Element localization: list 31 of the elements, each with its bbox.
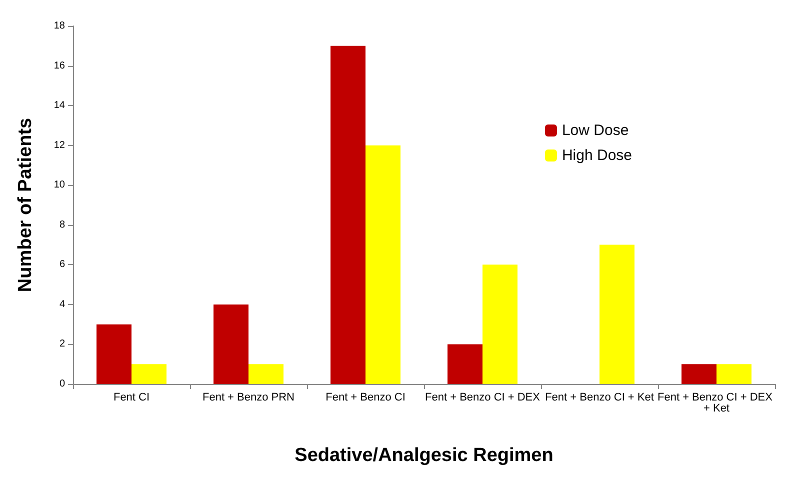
y-tick-label: 2	[59, 338, 66, 350]
bar	[248, 364, 284, 384]
y-axis-title: Number of Patients	[15, 118, 36, 292]
y-tick-label: 0	[59, 378, 66, 390]
y-tick-label: 8	[59, 219, 66, 230]
bar	[482, 264, 518, 384]
y-tick-label: 14	[54, 100, 66, 112]
x-tick-label: Fent + Benzo CI	[326, 392, 406, 404]
y-tick-label: 4	[59, 298, 66, 310]
x-axis-title: Sedative/Analgesic Regimen	[294, 445, 554, 466]
bar	[330, 46, 366, 384]
bar	[682, 364, 716, 384]
legend-label: Low Dose	[562, 122, 629, 139]
bar	[214, 304, 248, 384]
y-tick-label: 18	[54, 20, 66, 32]
x-tick-label: Fent + Benzo PRN	[202, 392, 295, 404]
x-tick-label: Fent + Benzo CI + Ket	[545, 392, 654, 404]
bar	[96, 324, 132, 384]
y-tick-label: 6	[59, 259, 66, 270]
bar	[366, 145, 400, 384]
y-tick-label: 16	[54, 60, 66, 72]
x-tick-label: Fent + Benzo CI + DEX	[425, 392, 541, 404]
bar	[716, 364, 752, 384]
y-tick-label: 10	[54, 180, 66, 191]
x-tick-label: Fent + Benzo CI + DEX + Ket	[657, 392, 776, 414]
y-tick-label: 12	[54, 140, 66, 151]
bar	[448, 344, 482, 384]
x-tick-label: Fent CI	[113, 392, 150, 404]
legend-label: High Dose	[562, 147, 632, 164]
bar	[600, 244, 634, 384]
bar	[132, 364, 166, 384]
